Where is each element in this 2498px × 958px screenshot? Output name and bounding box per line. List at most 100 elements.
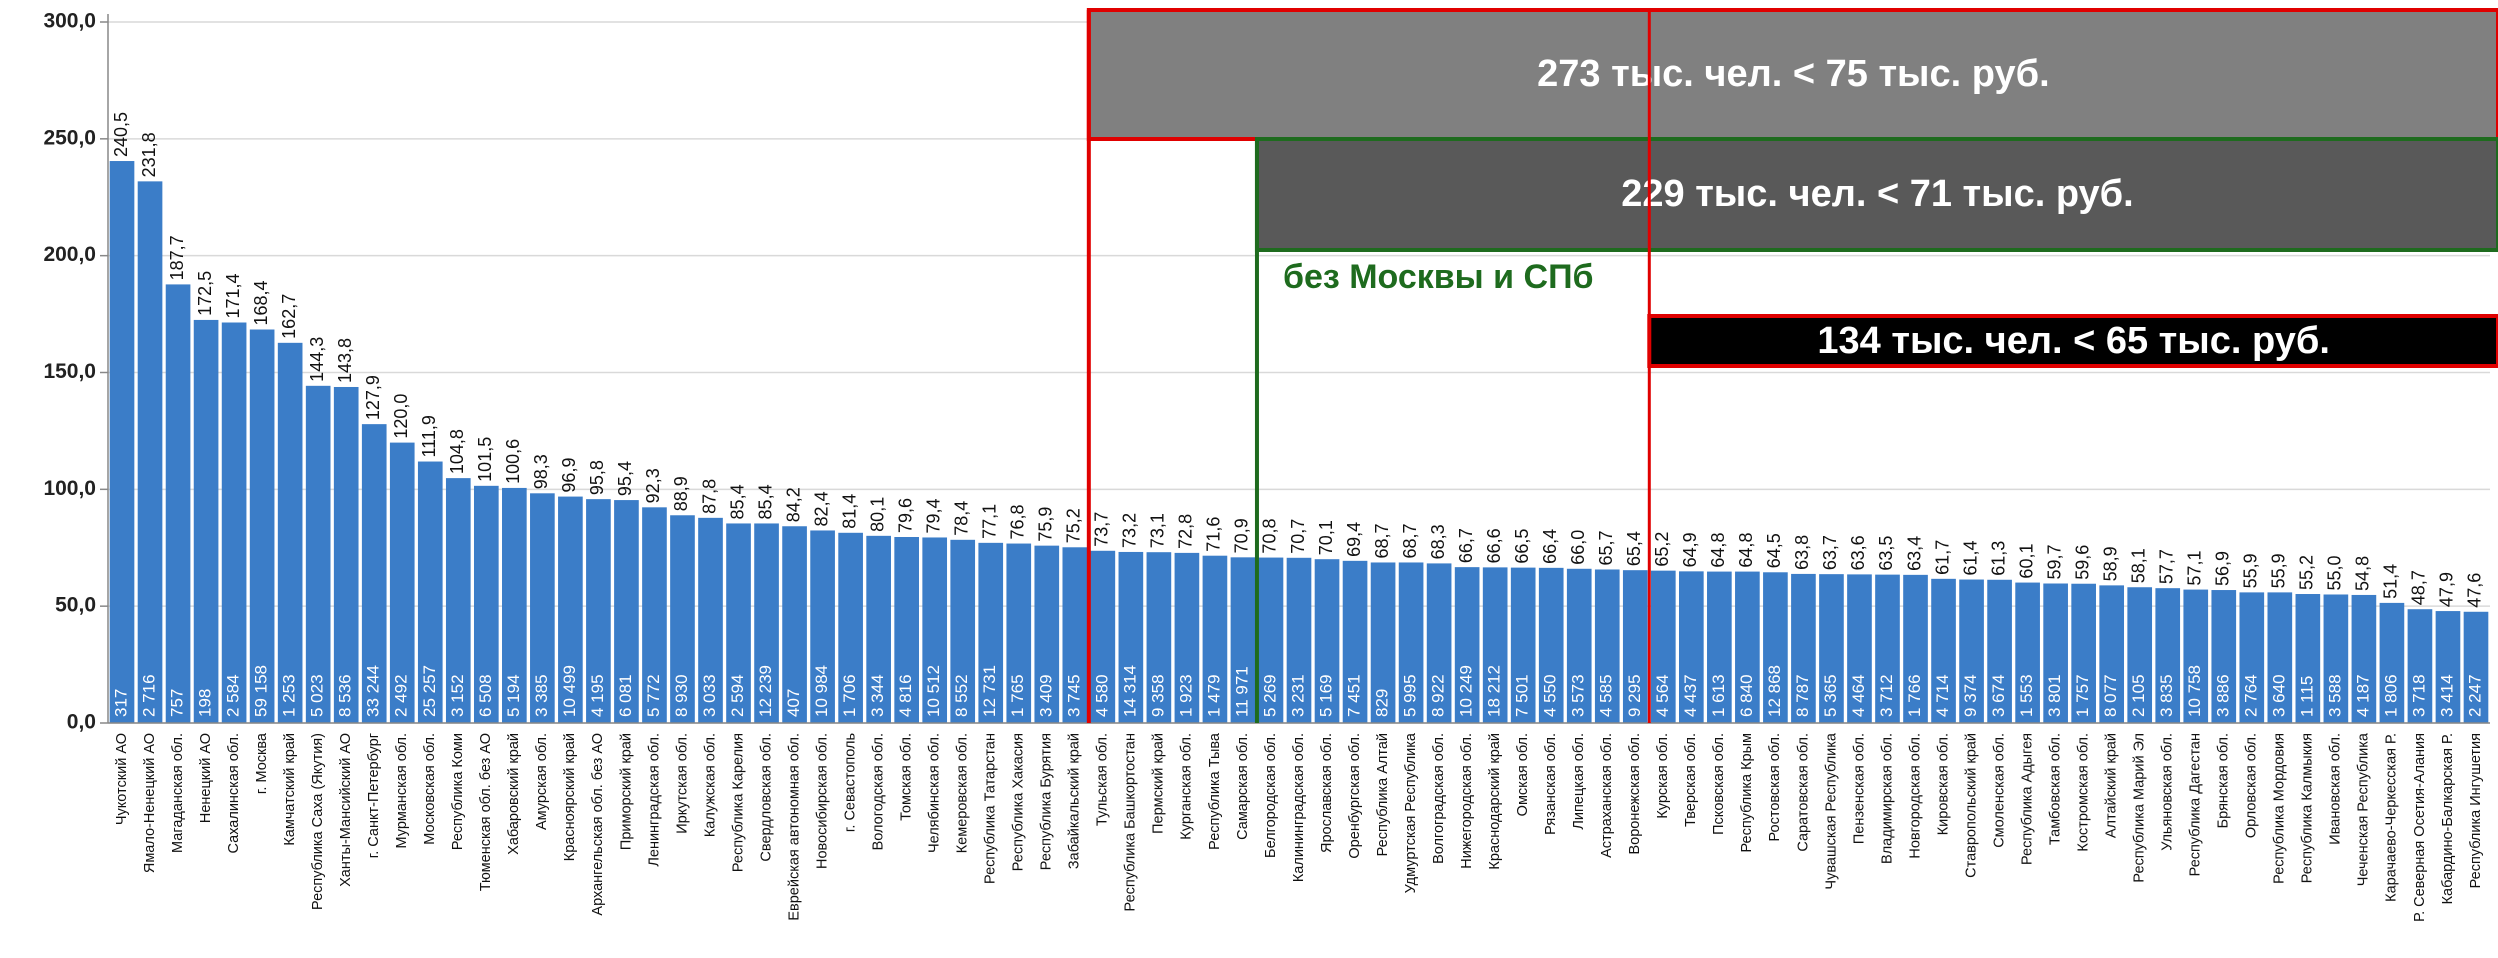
bar bbox=[389, 442, 415, 723]
count-label: 1 706 bbox=[840, 674, 859, 717]
value-label: 96,9 bbox=[559, 458, 579, 493]
bar bbox=[1903, 574, 1928, 723]
y-tick-label: 250,0 bbox=[43, 126, 96, 149]
value-label: 68,3 bbox=[1428, 524, 1448, 559]
x-tick-label: Ставропольский край bbox=[1963, 733, 1979, 878]
count-label: 4 464 bbox=[1849, 674, 1868, 717]
bar bbox=[361, 424, 387, 723]
x-tick-label: Алтайский край bbox=[2104, 733, 2120, 838]
value-label: 77,1 bbox=[979, 504, 999, 539]
x-tick-label: Оренбургская обл. bbox=[1347, 733, 1363, 859]
value-label: 187,7 bbox=[167, 235, 187, 280]
bar bbox=[1006, 543, 1032, 723]
bar bbox=[1034, 545, 1060, 723]
x-tick-label: Республика Мордовия bbox=[2272, 733, 2288, 884]
bar bbox=[1090, 550, 1116, 723]
count-label: 1 923 bbox=[1176, 674, 1195, 717]
y-tick-label: 150,0 bbox=[43, 360, 96, 383]
count-label: 4 585 bbox=[1597, 674, 1616, 717]
bar bbox=[1931, 578, 1956, 723]
bar bbox=[1482, 567, 1508, 723]
bar bbox=[726, 523, 751, 723]
bar bbox=[1286, 557, 1312, 723]
bar bbox=[838, 532, 863, 723]
count-label: 10 984 bbox=[812, 665, 831, 717]
value-label: 54,8 bbox=[2353, 556, 2373, 591]
count-label: 12 868 bbox=[1765, 665, 1784, 717]
x-tick-label: Ненецкий АО bbox=[198, 733, 214, 823]
count-label: 3 414 bbox=[2437, 674, 2456, 717]
x-tick-label: Республика Ингушетия bbox=[2468, 733, 2484, 888]
x-tick-label: Архангельская обл. без АО bbox=[590, 733, 606, 916]
x-tick-label: Краснодарский край bbox=[1487, 733, 1503, 870]
count-label: 8 930 bbox=[672, 674, 691, 717]
bar bbox=[2043, 583, 2068, 723]
bar bbox=[1062, 547, 1088, 723]
count-label: 5 023 bbox=[308, 674, 327, 717]
count-label: 8 922 bbox=[1429, 674, 1448, 717]
x-tick-label: Тверская обл. bbox=[1683, 733, 1699, 827]
count-label: 1 553 bbox=[2017, 674, 2036, 717]
value-label: 76,8 bbox=[1008, 504, 1028, 539]
count-label: 2 105 bbox=[2129, 674, 2148, 717]
y-tick-label: 100,0 bbox=[43, 477, 96, 500]
count-label: 8 077 bbox=[2101, 674, 2120, 717]
x-tick-label: Томская обл. bbox=[898, 733, 914, 821]
bar bbox=[2407, 609, 2433, 723]
value-label: 55,0 bbox=[2325, 555, 2345, 590]
value-label: 63,7 bbox=[1820, 535, 1840, 570]
bar bbox=[2379, 602, 2405, 723]
x-tick-label: Курганская обл. bbox=[1179, 733, 1195, 840]
value-label: 64,8 bbox=[1708, 533, 1728, 568]
value-label: 231,8 bbox=[139, 132, 159, 177]
bar bbox=[109, 161, 135, 723]
bar bbox=[2015, 582, 2040, 723]
count-label: 3 588 bbox=[2325, 674, 2344, 717]
count-label: 3 152 bbox=[448, 674, 467, 717]
value-label: 72,8 bbox=[1176, 514, 1196, 549]
count-label: 1 479 bbox=[1204, 674, 1223, 717]
bar bbox=[530, 493, 555, 723]
x-tick-label: Ямало-Ненецкий АО bbox=[142, 733, 158, 873]
count-label: 1 115 bbox=[2297, 676, 2316, 717]
value-label: 87,8 bbox=[699, 479, 719, 514]
value-label: 61,3 bbox=[1988, 541, 2008, 576]
count-label: 4 550 bbox=[1541, 674, 1560, 717]
count-label: 33 244 bbox=[364, 665, 383, 717]
value-label: 63,4 bbox=[1904, 536, 1924, 571]
value-label: 84,2 bbox=[783, 487, 803, 522]
value-label: 70,8 bbox=[1260, 519, 1280, 554]
bar bbox=[894, 537, 920, 723]
x-tick-label: Сахалинская обл. bbox=[226, 733, 242, 853]
value-label: 143,8 bbox=[335, 338, 355, 383]
bar bbox=[1398, 562, 1424, 723]
count-label: 10 758 bbox=[2185, 665, 2204, 717]
value-label: 82,4 bbox=[811, 491, 831, 526]
count-label: 6 508 bbox=[476, 674, 495, 717]
bar bbox=[1566, 568, 1592, 723]
bar bbox=[1735, 571, 1760, 723]
x-tick-label: Забайкальский край bbox=[1067, 733, 1083, 869]
x-tick-label: Красноярский край bbox=[562, 733, 578, 861]
x-tick-label: Республика Адыгея bbox=[2019, 733, 2035, 865]
annotation-text: 273 тыс. чел. < 75 тыс. руб. bbox=[1537, 53, 2049, 95]
x-tick-label: Республика Тыва bbox=[1207, 732, 1223, 850]
x-tick-label: Республика Дагестан bbox=[2188, 733, 2204, 876]
count-label: 3 835 bbox=[2157, 674, 2176, 717]
y-tick-label: 0,0 bbox=[67, 711, 96, 734]
count-label: 11 971 bbox=[1232, 666, 1251, 717]
count-label: 6 081 bbox=[616, 674, 635, 717]
bar bbox=[2351, 594, 2377, 723]
count-label: 4 580 bbox=[1092, 674, 1111, 717]
value-label: 172,5 bbox=[195, 271, 215, 316]
value-label: 120,0 bbox=[391, 394, 411, 439]
x-tick-label: Ивановская обл. bbox=[2328, 733, 2344, 845]
value-label: 63,5 bbox=[1876, 536, 1896, 571]
bar bbox=[277, 342, 303, 723]
x-tick-label: Тамбовская обл. bbox=[2047, 733, 2063, 845]
bar bbox=[2155, 588, 2181, 723]
value-label: 64,5 bbox=[1764, 533, 1784, 568]
bar bbox=[2267, 592, 2293, 723]
bar bbox=[866, 535, 891, 723]
x-tick-label: Пермский край bbox=[1151, 733, 1167, 834]
